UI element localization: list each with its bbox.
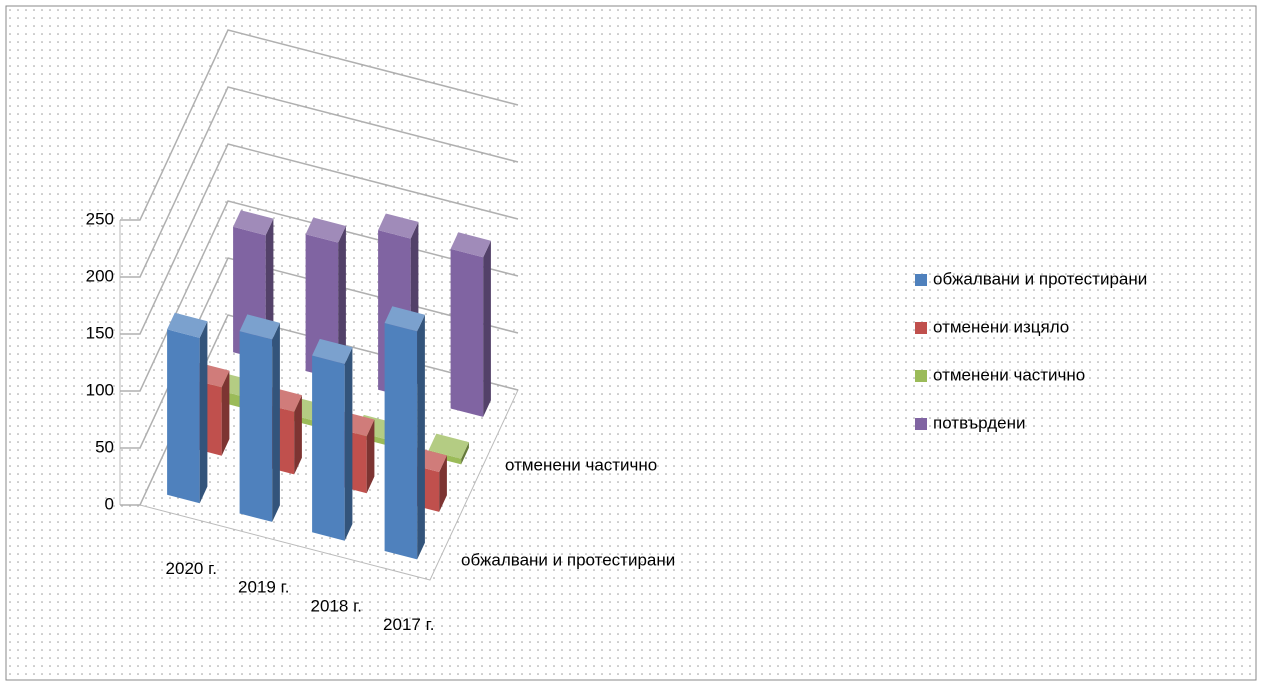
x-tick-label: 2019 г. xyxy=(238,578,289,597)
bar-front xyxy=(384,323,418,560)
bar xyxy=(239,314,280,522)
bar-side xyxy=(221,370,230,456)
bar-top xyxy=(428,433,469,459)
y-tick-label: 50 xyxy=(95,437,114,456)
bar-side xyxy=(366,419,375,494)
legend-label: отменени частично xyxy=(933,365,1085,384)
legend-label: обжалвани и протестирани xyxy=(933,269,1147,288)
bar-side xyxy=(439,455,447,512)
bar-side xyxy=(199,321,208,504)
depth-tick-label: обжалвани и протестирани xyxy=(461,551,675,570)
y-tick-label: 150 xyxy=(86,323,114,342)
legend-swatch xyxy=(915,274,927,286)
bar-side xyxy=(417,314,425,560)
bar-top xyxy=(378,213,419,239)
legend-swatch xyxy=(915,322,927,334)
x-tick-label: 2017 г. xyxy=(383,615,434,634)
legend-swatch xyxy=(915,370,927,382)
x-tick-label: 2020 г. xyxy=(166,559,217,578)
x-tick-label: 2018 г. xyxy=(311,596,362,615)
bar xyxy=(450,232,491,417)
bar-side xyxy=(344,347,353,541)
bar-front xyxy=(450,248,484,417)
y-tick-label: 0 xyxy=(105,494,114,513)
bar-top xyxy=(233,210,274,236)
bar-top xyxy=(384,306,425,332)
legend-label: потвърдени xyxy=(933,413,1026,432)
bar-top xyxy=(167,312,208,338)
grid-line xyxy=(120,86,519,278)
bar-side xyxy=(294,395,302,475)
y-tick-label: 100 xyxy=(86,380,114,399)
bar xyxy=(312,338,353,541)
bar-front xyxy=(239,331,273,522)
bar-side xyxy=(272,322,280,522)
grid-line xyxy=(120,143,519,335)
bar-side xyxy=(338,226,346,380)
legend-label: отменени изцяло xyxy=(933,317,1069,336)
bar-top xyxy=(450,232,491,258)
bar-top xyxy=(305,217,346,243)
grid-line xyxy=(120,200,519,392)
bar-side xyxy=(483,240,491,417)
bar xyxy=(384,306,425,560)
bar-front xyxy=(312,355,345,541)
bar-side xyxy=(461,442,469,465)
bar-top xyxy=(239,314,280,340)
y-tick-label: 250 xyxy=(86,209,114,228)
bar xyxy=(167,312,208,504)
bar-top xyxy=(312,338,353,364)
bar-front xyxy=(167,329,200,504)
y-tick-label: 200 xyxy=(86,266,114,285)
legend-swatch xyxy=(915,418,927,430)
depth-tick-label: отменени частично xyxy=(505,456,657,475)
grid-line xyxy=(120,29,519,221)
